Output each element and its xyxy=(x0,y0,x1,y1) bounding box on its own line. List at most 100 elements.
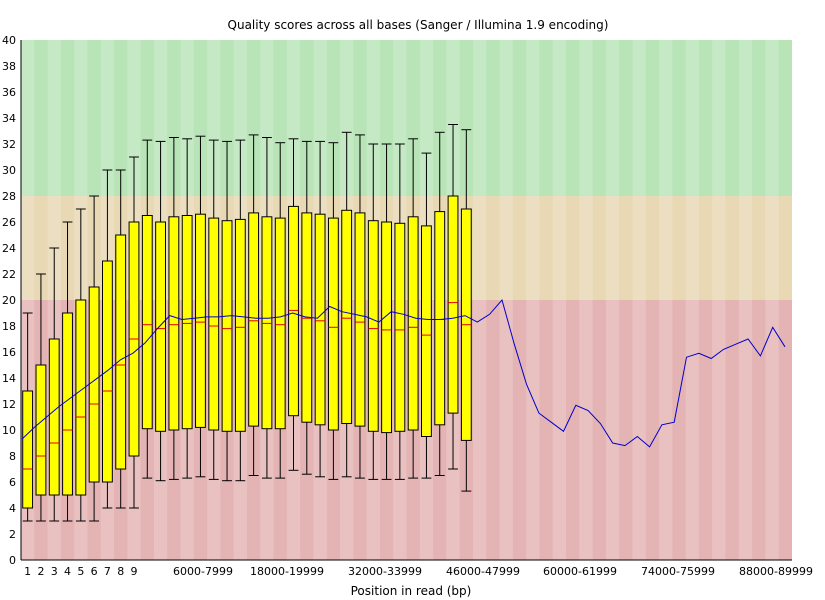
box xyxy=(327,217,339,431)
box-group-21 xyxy=(288,138,299,471)
y-tick-label: 24 xyxy=(2,242,16,255)
x-tick-label: 46000-47999 xyxy=(446,565,520,578)
box xyxy=(234,218,246,432)
x-tick-label: 5 xyxy=(77,565,84,578)
box-group-5 xyxy=(75,208,87,522)
y-tick-label: 2 xyxy=(9,528,16,541)
stripe xyxy=(632,40,646,560)
box xyxy=(141,215,153,430)
x-tick-label: 6 xyxy=(91,565,98,578)
box-group-11 xyxy=(155,140,166,482)
box xyxy=(48,338,60,496)
stripe xyxy=(685,40,699,560)
box-group-17 xyxy=(234,139,246,482)
box xyxy=(22,390,34,509)
box-group-24 xyxy=(327,142,339,480)
x-tick-label: 8 xyxy=(117,565,124,578)
x-tick-label: 32000-33999 xyxy=(348,565,422,578)
box-group-18 xyxy=(248,134,260,476)
box xyxy=(367,220,379,432)
box-group-1 xyxy=(22,312,34,522)
box xyxy=(181,215,193,430)
x-tick-label: 6000-7999 xyxy=(173,565,233,578)
box xyxy=(208,217,220,431)
y-tick-label: 6 xyxy=(9,476,16,489)
box xyxy=(221,220,233,432)
box-group-31 xyxy=(421,152,432,479)
mean-line-layer xyxy=(21,298,786,448)
y-tick-label: 28 xyxy=(2,190,16,203)
x-tick-label: 18000-19999 xyxy=(250,565,324,578)
box-group-9 xyxy=(128,156,140,509)
box-group-14 xyxy=(195,135,206,478)
box xyxy=(195,213,206,428)
box-group-15 xyxy=(208,139,220,480)
y-tick-label: 30 xyxy=(2,164,16,177)
box xyxy=(341,209,353,424)
box xyxy=(62,312,73,496)
box-group-20 xyxy=(274,142,286,479)
box xyxy=(407,216,419,431)
box xyxy=(354,212,366,427)
stripe xyxy=(526,40,540,560)
x-tick-label: 60000-61999 xyxy=(543,565,617,578)
box xyxy=(381,221,392,434)
box-group-27 xyxy=(367,143,379,480)
y-tick-label: 20 xyxy=(2,294,16,307)
y-tick-label: 36 xyxy=(2,86,16,99)
x-tick-label: 3 xyxy=(51,565,58,578)
box xyxy=(421,225,432,437)
box-group-29 xyxy=(394,143,406,480)
x-axis: 1 2 3 4 5 6 7 8 9 6000-7999 18000-19999 32000-33999… xyxy=(21,559,813,578)
box xyxy=(115,234,127,470)
box xyxy=(394,222,406,432)
y-tick-label: 26 xyxy=(2,216,16,229)
stripe xyxy=(605,40,620,560)
box-group-19 xyxy=(261,137,273,479)
box xyxy=(314,213,326,426)
x-tick-label: 74000-75999 xyxy=(641,565,715,578)
box-group-30 xyxy=(407,138,419,479)
stripe xyxy=(499,40,513,560)
box-group-7 xyxy=(101,169,113,509)
box-group-12 xyxy=(168,137,180,480)
stripe xyxy=(472,40,487,560)
box-group-16 xyxy=(221,140,233,482)
box-group-10 xyxy=(141,139,153,479)
box-group-3 xyxy=(48,247,60,522)
box-group-33 xyxy=(447,124,459,470)
box-group-25 xyxy=(341,131,353,478)
box-group-13 xyxy=(181,138,193,479)
box xyxy=(101,260,113,483)
box xyxy=(261,216,273,430)
x-tick-label: 9 xyxy=(130,565,137,578)
box-group-28 xyxy=(381,143,392,480)
x-tick-label: 1 xyxy=(24,565,31,578)
box-group-23 xyxy=(314,140,326,478)
stripe xyxy=(579,40,593,560)
box xyxy=(447,195,459,414)
y-tick-label: 12 xyxy=(2,398,16,411)
y-tick-label: 22 xyxy=(2,268,16,281)
box xyxy=(434,211,446,426)
box xyxy=(168,216,180,431)
y-tick-label: 4 xyxy=(9,502,16,515)
box xyxy=(75,299,87,496)
y-tick-label: 8 xyxy=(9,450,16,463)
box-group-8 xyxy=(115,169,127,509)
y-tick-label: 18 xyxy=(2,320,16,333)
box xyxy=(288,205,299,417)
y-tick-label: 40 xyxy=(2,34,16,47)
x-tick-label: 7 xyxy=(104,565,111,578)
mean-quality-line xyxy=(21,298,786,448)
x-tick-label: 2 xyxy=(37,565,44,578)
stripe xyxy=(738,40,753,560)
band-0 xyxy=(21,40,792,196)
box-group-34 xyxy=(460,129,472,492)
y-tick-label: 32 xyxy=(2,138,16,151)
stripe xyxy=(712,40,726,560)
y-tick-label: 16 xyxy=(2,346,16,359)
y-tick-label: 10 xyxy=(2,424,16,437)
